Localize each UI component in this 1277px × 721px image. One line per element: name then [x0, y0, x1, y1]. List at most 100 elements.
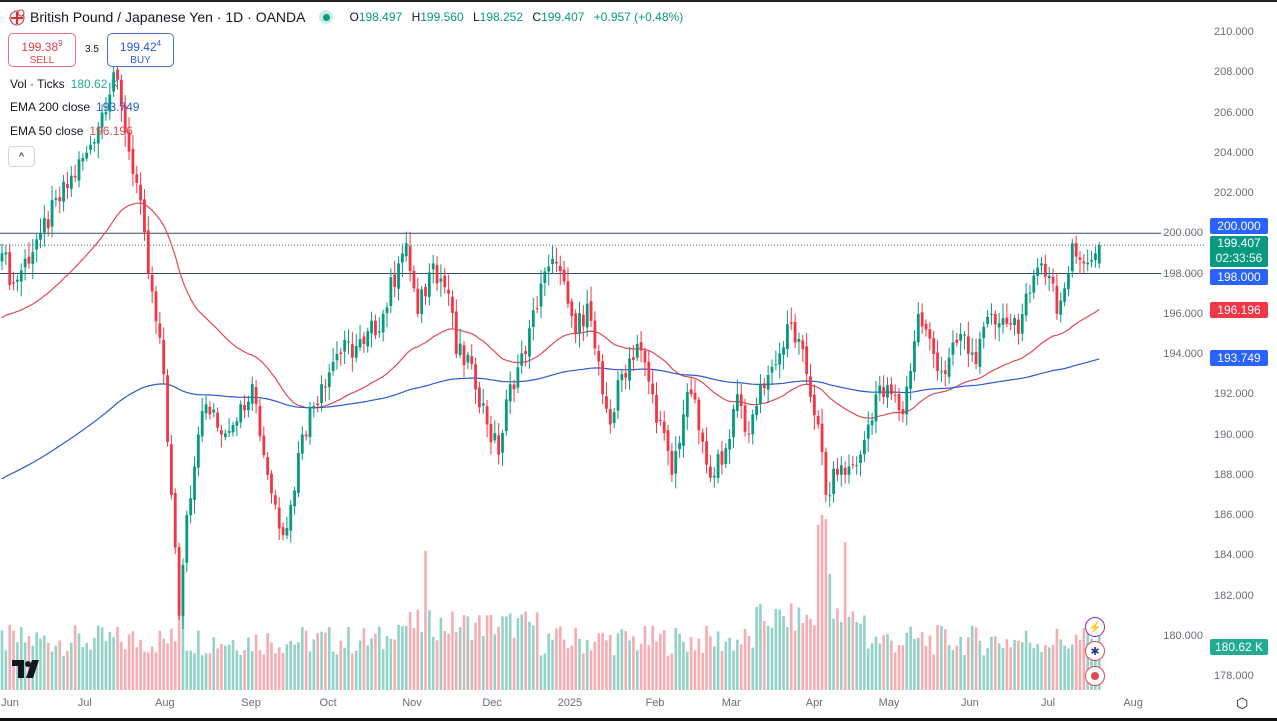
volume-bar — [720, 650, 724, 690]
volume-bar — [308, 651, 312, 690]
volume-bar — [173, 641, 177, 690]
candle — [404, 231, 408, 262]
candle — [370, 311, 373, 348]
candle-body — [581, 314, 585, 327]
volume-bar — [120, 641, 123, 690]
volume-bar — [970, 625, 974, 690]
candle-body — [978, 338, 982, 367]
candle-body — [339, 352, 343, 355]
candle-body — [836, 468, 839, 475]
volume-bar — [697, 638, 701, 690]
candle-body — [427, 272, 431, 297]
candle — [273, 489, 277, 510]
candle-body — [735, 394, 739, 412]
volume-bar — [351, 653, 354, 690]
candle — [601, 354, 604, 404]
candle-body — [963, 334, 966, 336]
volume-bar — [66, 650, 69, 690]
candle — [720, 440, 724, 475]
volume-bar — [181, 602, 185, 690]
record-icon[interactable] — [1085, 666, 1105, 686]
candle-body — [728, 438, 732, 450]
symbol-title[interactable]: British Pound / Japanese Yen · 1D · OAND… — [30, 9, 306, 25]
candle-body — [662, 421, 666, 434]
candle-body — [986, 316, 989, 324]
candle-body — [797, 338, 801, 342]
volume-bar — [620, 629, 624, 690]
candle-body — [104, 112, 108, 115]
legend-volume[interactable]: Vol · Ticks 180.62 K — [10, 77, 119, 91]
candle-body — [1013, 318, 1016, 326]
sell-button[interactable]: 199.389 SELL — [8, 33, 76, 67]
time-axis-label: Sep — [241, 697, 261, 709]
collapse-legend-button[interactable]: ^ — [8, 146, 35, 167]
candle-body — [816, 416, 820, 425]
ohlc-readout: O198.497 H199.560 L198.252 C199.407 +0.9… — [349, 10, 689, 24]
volume-bar — [659, 634, 662, 690]
volume-bar — [466, 616, 470, 690]
candle — [535, 295, 539, 314]
candle-body — [289, 504, 293, 531]
candle-body — [666, 430, 670, 451]
candle-body — [940, 371, 943, 373]
candle — [855, 456, 859, 475]
candle-body — [66, 184, 69, 189]
settings-gear-icon[interactable]: ⬡ — [1236, 695, 1249, 711]
candle — [782, 341, 785, 370]
volume-bar — [589, 650, 593, 690]
candle — [12, 271, 15, 291]
volume-bar — [1082, 628, 1086, 690]
candle — [308, 401, 312, 445]
volume-bar — [805, 614, 808, 690]
volume-bar — [224, 645, 227, 690]
volume-bar — [4, 650, 8, 690]
candle-body — [1028, 292, 1032, 294]
candle-body — [58, 197, 62, 202]
uk-flag-icon[interactable]: ✱ — [1085, 641, 1105, 661]
candle — [624, 364, 628, 390]
volume-bar — [1020, 642, 1024, 690]
candle-body — [258, 406, 262, 437]
candle — [4, 244, 8, 265]
tradingview-logo-icon[interactable] — [12, 660, 42, 678]
candle-body — [293, 490, 296, 507]
candle-body — [697, 399, 701, 431]
candle — [131, 134, 135, 187]
volume-bar — [878, 643, 882, 690]
lightning-icon[interactable]: ⚡ — [1085, 617, 1105, 637]
volume-bar — [424, 550, 427, 690]
candle-body — [712, 475, 716, 478]
legend-ema50[interactable]: EMA 50 close 196.196 — [10, 124, 133, 138]
volume-bar — [320, 631, 323, 690]
candle-body — [597, 350, 601, 362]
volume-bar — [370, 638, 373, 690]
candle-body — [970, 352, 974, 355]
candle — [89, 135, 92, 155]
candle-body — [331, 361, 335, 371]
low-label: L — [472, 10, 480, 24]
volume-bar — [678, 633, 681, 690]
volume-bar — [828, 573, 832, 690]
candle — [412, 265, 416, 292]
buy-button[interactable]: 199.424 BUY — [107, 33, 174, 67]
volume-bar — [597, 633, 601, 690]
candle — [427, 263, 431, 306]
candle-body — [196, 434, 200, 468]
candle-body — [643, 350, 647, 363]
legend-ema200[interactable]: EMA 200 close 193.749 — [10, 100, 140, 114]
candle-body — [674, 451, 678, 474]
candle-body — [447, 289, 450, 294]
volume-bar — [843, 542, 847, 690]
volume-bar — [447, 633, 450, 690]
volume-bar — [397, 624, 400, 690]
candle-body — [732, 408, 735, 438]
candle-body — [285, 528, 289, 536]
price-axis-label: 196.000 — [1161, 306, 1205, 321]
candle-body — [1067, 273, 1070, 290]
candle — [127, 117, 131, 161]
volume-bar — [62, 655, 65, 690]
candle — [978, 331, 982, 374]
volume-bar — [866, 648, 870, 690]
candle-body — [39, 233, 42, 240]
